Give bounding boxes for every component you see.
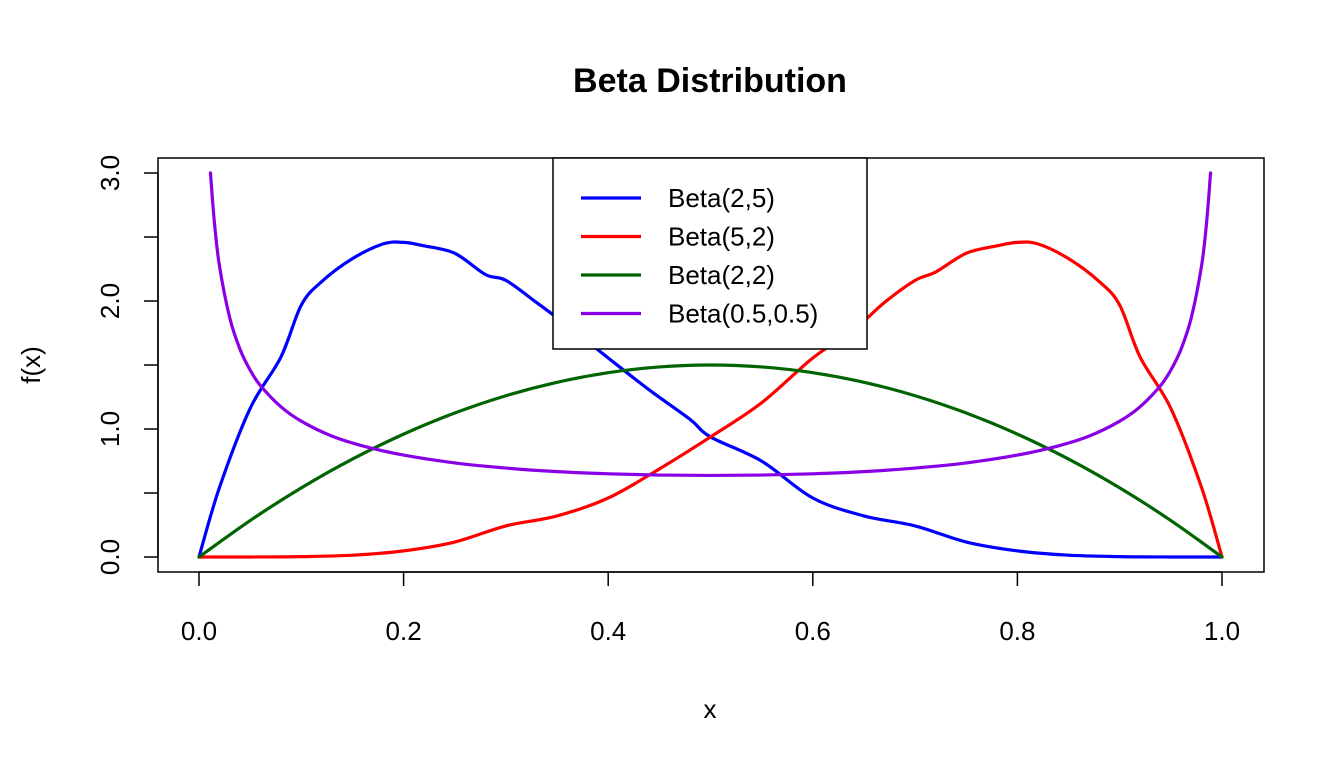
legend-label: Beta(0.5,0.5) bbox=[668, 299, 818, 329]
y-axis-label: f(x) bbox=[16, 346, 46, 384]
chart-title: Beta Distribution bbox=[573, 62, 847, 100]
x-tick-label: 0.6 bbox=[795, 616, 831, 646]
y-tick-label: 1.0 bbox=[95, 411, 125, 447]
x-tick-label: 0.4 bbox=[590, 616, 626, 646]
series-line-2 bbox=[197, 240, 1224, 559]
x-axis-label: x bbox=[704, 694, 717, 724]
legend-label: Beta(2,5) bbox=[668, 183, 775, 213]
y-tick-label: 0.0 bbox=[95, 539, 125, 575]
y-tick-label: 2.0 bbox=[95, 283, 125, 319]
series-line-3 bbox=[197, 363, 1224, 559]
x-axis: 0.0 0.2 0.4 0.6 0.8 1.0 bbox=[181, 571, 1240, 646]
series-line-4 bbox=[208, 171, 1213, 478]
x-tick-label: 1.0 bbox=[1204, 616, 1240, 646]
y-tick-label: 3.0 bbox=[95, 155, 125, 191]
legend-box bbox=[552, 157, 868, 350]
legend: Beta(2,5) Beta(5,2) Beta(2,2) Beta(0.5,0.5) bbox=[552, 157, 868, 350]
x-tick-label: 0.2 bbox=[386, 616, 422, 646]
legend-label: Beta(5,2) bbox=[668, 222, 775, 252]
y-axis: 0.0 1.0 2.0 3.0 bbox=[95, 155, 159, 575]
x-tick-label: 0.8 bbox=[999, 616, 1035, 646]
legend-label: Beta(2,2) bbox=[668, 260, 775, 290]
x-tick-label: 0.0 bbox=[181, 616, 217, 646]
